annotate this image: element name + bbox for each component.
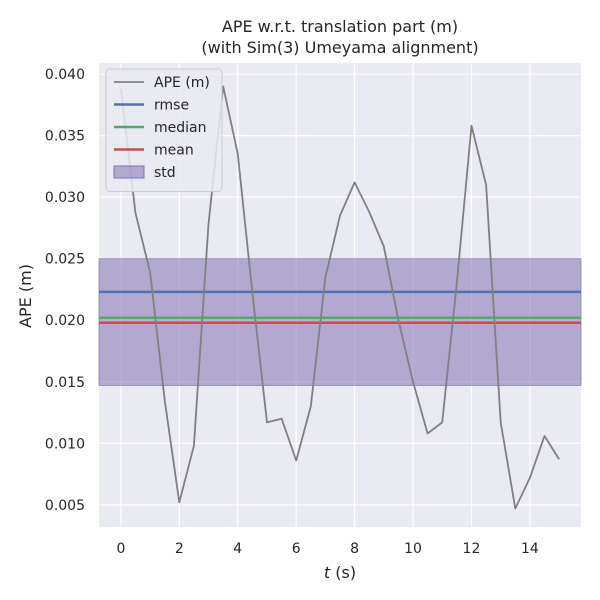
legend: APE (m) rmse median mean std	[105, 68, 223, 192]
x-tick-label: 6	[292, 541, 301, 557]
chart-title: APE w.r.t. translation part (m)	[222, 17, 458, 36]
y-tick-label: 0.020	[45, 313, 85, 329]
x-axis-label-variable: t	[324, 563, 331, 582]
y-tick-label: 0.040	[45, 67, 85, 83]
legend-swatch-std	[113, 165, 145, 179]
x-tick-label: 4	[233, 541, 242, 557]
y-tick-label: 0.010	[45, 436, 85, 452]
tick-labels: 0 2 4 6 8 10 12 14 0.005 0.010 0.015 0.020 0.025 0.03…	[45, 67, 539, 557]
y-tick-label: 0.030	[45, 190, 85, 206]
y-axis-label: APE (m)	[16, 264, 35, 328]
ape-series-line	[120, 85, 560, 510]
legend-label: median	[154, 120, 206, 136]
y-tick-label: 0.025	[45, 252, 85, 268]
x-axis-label-unit: (s)	[330, 563, 356, 582]
ape-series-layer	[120, 85, 560, 510]
x-tick-label: 8	[350, 541, 359, 557]
x-tick-label: 0	[116, 541, 125, 557]
legend-label: rmse	[154, 98, 189, 114]
y-tick-label: 0.035	[45, 129, 85, 145]
legend-label: mean	[154, 143, 194, 159]
x-tick-label: 12	[463, 541, 481, 557]
x-axis-label: t (s)	[324, 563, 356, 582]
legend-label: APE (m)	[154, 75, 210, 91]
x-tick-label: 10	[404, 541, 422, 557]
legend-label: std	[154, 165, 176, 181]
y-tick-label: 0.005	[45, 498, 85, 514]
y-tick-label: 0.015	[45, 375, 85, 391]
chart-subtitle: (with Sim(3) Umeyama alignment)	[201, 38, 478, 57]
legend-box	[105, 68, 223, 192]
x-tick-label: 2	[175, 541, 184, 557]
reference-lines	[99, 290, 581, 324]
x-tick-label: 14	[521, 541, 539, 557]
